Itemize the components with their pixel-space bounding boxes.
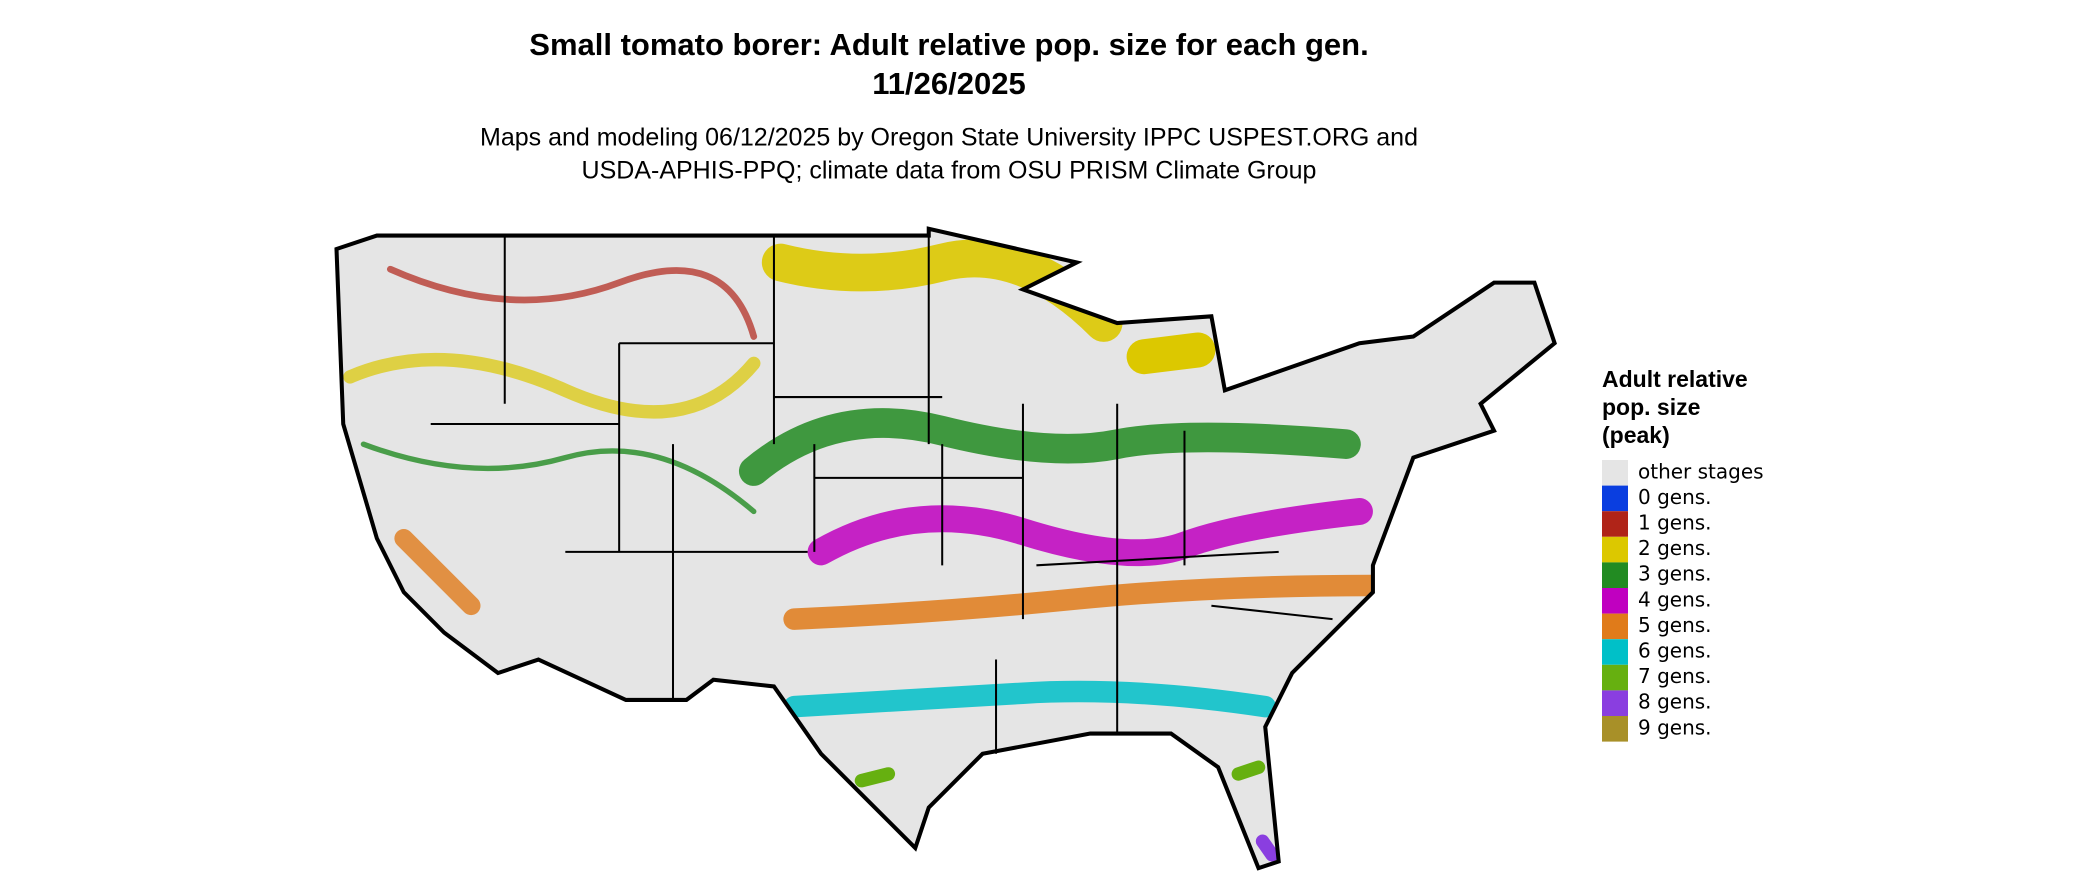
legend-title: Adult relative	[1602, 366, 1748, 392]
legend-swatch	[1602, 562, 1628, 588]
legend-swatch	[1602, 460, 1628, 486]
legend-swatch	[1602, 639, 1628, 665]
legend-label: 8 gens.	[1638, 690, 1712, 714]
subtitle-line: Maps and modeling 06/12/2025 by Oregon S…	[480, 124, 1418, 152]
legend-label: 1 gens.	[1638, 511, 1712, 535]
legend-swatch	[1602, 511, 1628, 537]
us-map	[337, 229, 1555, 868]
legend-label: 2 gens.	[1638, 536, 1712, 560]
map-date: 11/26/2025	[872, 66, 1025, 101]
map-title: Small tomato borer: Adult relative pop. …	[529, 27, 1368, 62]
legend-swatch	[1602, 716, 1628, 742]
legend-swatch	[1602, 588, 1628, 614]
legend-label: 6 gens.	[1638, 639, 1712, 663]
legend-label: 9 gens.	[1638, 715, 1712, 739]
legend-swatch	[1602, 613, 1628, 640]
legend-label: other stages	[1638, 459, 1764, 483]
state-borders	[430, 235, 1333, 754]
land	[336, 228, 1555, 869]
legend-swatch	[1602, 690, 1628, 716]
legend-label: 4 gens.	[1638, 587, 1712, 611]
legend-swatch	[1602, 485, 1628, 512]
subtitle-line: USDA-APHIS-PPQ; climate data from OSU PR…	[582, 157, 1317, 185]
legend-title: pop. size	[1602, 394, 1700, 420]
legend-swatch	[1602, 664, 1628, 691]
legend-label: 5 gens.	[1638, 613, 1712, 637]
legend-title: (peak)	[1602, 422, 1670, 448]
legend-swatch	[1602, 536, 1628, 563]
legend-label: 7 gens.	[1638, 664, 1712, 688]
legend-label: 3 gens.	[1638, 562, 1712, 586]
legend-label: 0 gens.	[1638, 485, 1712, 509]
